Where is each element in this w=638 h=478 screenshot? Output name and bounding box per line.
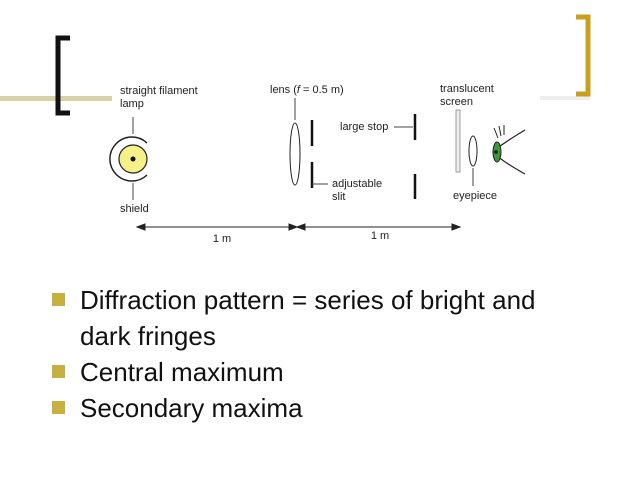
right-bracket [576, 14, 591, 97]
text: = 0.5 m) [300, 84, 344, 96]
eyepiece-lens [468, 135, 478, 167]
decoration [0, 14, 591, 116]
label: 1 m [213, 233, 231, 245]
label: lamp [120, 98, 144, 110]
label: straight filament [120, 85, 198, 97]
eyelashes [493, 125, 505, 139]
shield-arc [109, 136, 148, 182]
eye [492, 125, 526, 175]
lamp [109, 117, 148, 200]
label: lens (f = 0.5 m) [270, 84, 344, 96]
lens [289, 122, 301, 186]
bullet-text: Secondary maxima [80, 393, 303, 423]
bullet-marker [52, 365, 65, 378]
accent-line [540, 96, 590, 100]
bullet-marker [52, 293, 65, 306]
distance-arrows [135, 223, 462, 231]
bullet-marker [52, 401, 65, 414]
text: f [297, 84, 301, 96]
label: screen [440, 96, 473, 108]
bullet: Central maximum [48, 354, 540, 390]
label: eyepiece [453, 190, 497, 202]
text: lens ( [270, 84, 297, 96]
bullet: Diffraction pattern = series of bright a… [48, 282, 540, 354]
left-bracket [55, 35, 70, 116]
label: large stop [340, 121, 388, 133]
label: adjustable [332, 178, 382, 190]
label: 1 m [371, 230, 389, 242]
bullet: Secondary maxima [48, 390, 540, 426]
bullet-list: Diffraction pattern = series of bright a… [48, 282, 540, 426]
filament [130, 156, 136, 162]
pupil [494, 150, 498, 154]
label: shield [120, 203, 149, 215]
bullet-text: Central maximum [80, 357, 284, 387]
screen [455, 109, 461, 173]
bullet-text: Diffraction pattern = series of bright a… [80, 285, 536, 351]
arrowhead [295, 223, 462, 231]
arrowhead [135, 223, 299, 231]
label: slit [332, 191, 345, 203]
label: translucent [440, 83, 494, 95]
